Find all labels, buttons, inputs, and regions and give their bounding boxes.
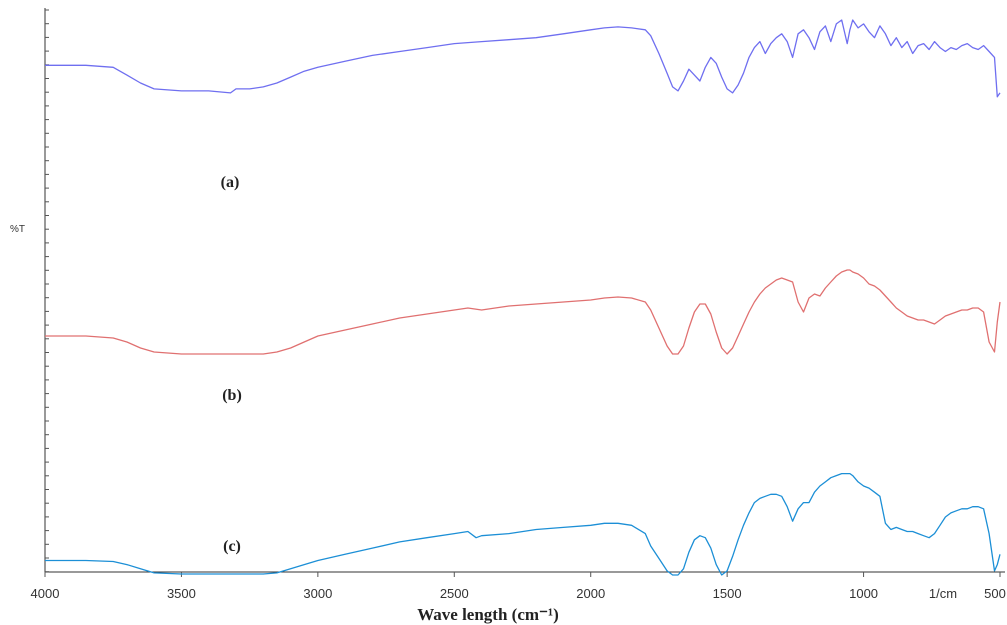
annotation-c: (c): [223, 538, 241, 555]
x-tick-label-4000: 4000: [31, 586, 60, 601]
x-tick-label-3500: 3500: [167, 586, 196, 601]
x-unit-label: 1/cm: [929, 586, 957, 601]
y-tick-group: [45, 9, 49, 573]
x-tick-group: 4000 3500 3000 2500 2000 1500 1000 500: [31, 572, 1006, 601]
axes: [44, 8, 1005, 573]
x-tick-label-500: 500: [984, 586, 1006, 601]
x-tick-label-2500: 2500: [440, 586, 469, 601]
spectrum-line-b: [45, 269, 1001, 355]
x-tick-label-2000: 2000: [576, 586, 605, 601]
annotation-a: (a): [221, 174, 240, 191]
spectrum-line-c: [45, 472, 1001, 576]
series-group: [45, 19, 1001, 576]
x-axis-title: Wave length (cm⁻¹): [417, 605, 559, 624]
y-axis-label: %T: [10, 224, 25, 235]
x-tick-label-1500: 1500: [713, 586, 742, 601]
spectrum-line-a: [45, 19, 1001, 98]
annotation-b: (b): [222, 387, 242, 404]
x-tick-label-1000: 1000: [849, 586, 878, 601]
x-tick-label-3000: 3000: [303, 586, 332, 601]
